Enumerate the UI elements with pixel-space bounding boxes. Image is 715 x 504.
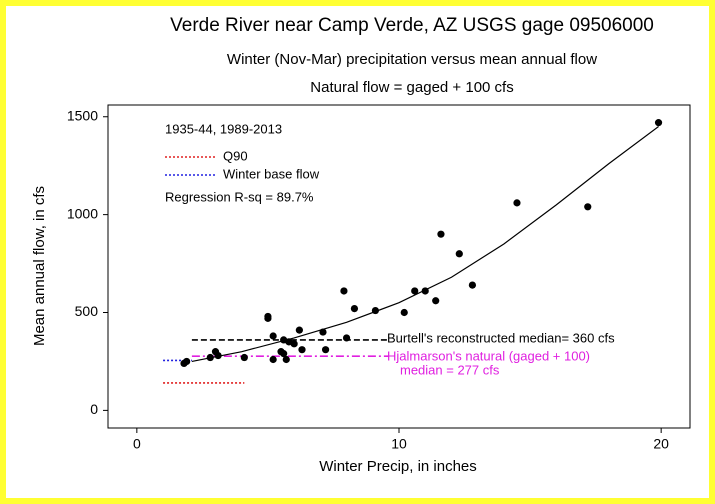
point — [282, 355, 290, 364]
point — [240, 353, 248, 362]
chart-title: Verde River near Camp Verde, AZ USGS gag… — [170, 15, 654, 36]
point — [280, 350, 288, 358]
point — [290, 340, 298, 348]
chart-subtitle: Winter (Nov-Mar) precipitation versus me… — [227, 51, 597, 68]
point — [400, 308, 408, 317]
x-axis-label: Winter Precip, in inches — [319, 458, 477, 475]
point — [421, 287, 429, 295]
point — [371, 306, 380, 315]
point — [350, 304, 359, 313]
point — [269, 332, 277, 340]
y-tick-label: 1000 — [67, 205, 98, 221]
point — [654, 119, 663, 127]
annotation: Regression R-sq = 89.7% — [165, 189, 314, 204]
point — [468, 281, 477, 289]
point — [432, 297, 440, 305]
point — [269, 355, 277, 364]
y-tick-label: 1500 — [67, 107, 98, 123]
x-tick-label: 10 — [391, 436, 407, 452]
chart-subtitle: Natural flow = gaged + 100 cfs — [310, 79, 513, 96]
point — [513, 199, 521, 207]
annotation: 1935-44, 1989-2013 — [165, 121, 282, 136]
point — [342, 334, 351, 342]
legend-label: Q90 — [223, 148, 248, 163]
annotation: median = 277 cfs — [400, 362, 500, 377]
point — [264, 314, 272, 322]
y-tick-label: 500 — [75, 303, 99, 319]
point — [340, 287, 348, 295]
point — [321, 346, 330, 354]
point — [411, 287, 419, 295]
point — [455, 250, 463, 258]
point — [584, 203, 592, 211]
point — [319, 328, 327, 336]
annotation: Hjalmarson's natural (gaged + 100) — [387, 348, 590, 363]
point — [437, 230, 445, 238]
x-tick-label: 20 — [653, 436, 669, 452]
point — [298, 346, 306, 354]
point — [214, 351, 222, 360]
legend-label: Winter base flow — [223, 166, 320, 181]
point — [183, 357, 191, 366]
y-tick-label: 0 — [90, 401, 98, 417]
x-tick-label: 0 — [133, 436, 141, 452]
annotation: Burtell's reconstructed median= 360 cfs — [387, 330, 615, 345]
point — [295, 326, 303, 334]
y-axis-label: Mean annual flow, in cfs — [31, 186, 48, 346]
point — [206, 353, 214, 362]
